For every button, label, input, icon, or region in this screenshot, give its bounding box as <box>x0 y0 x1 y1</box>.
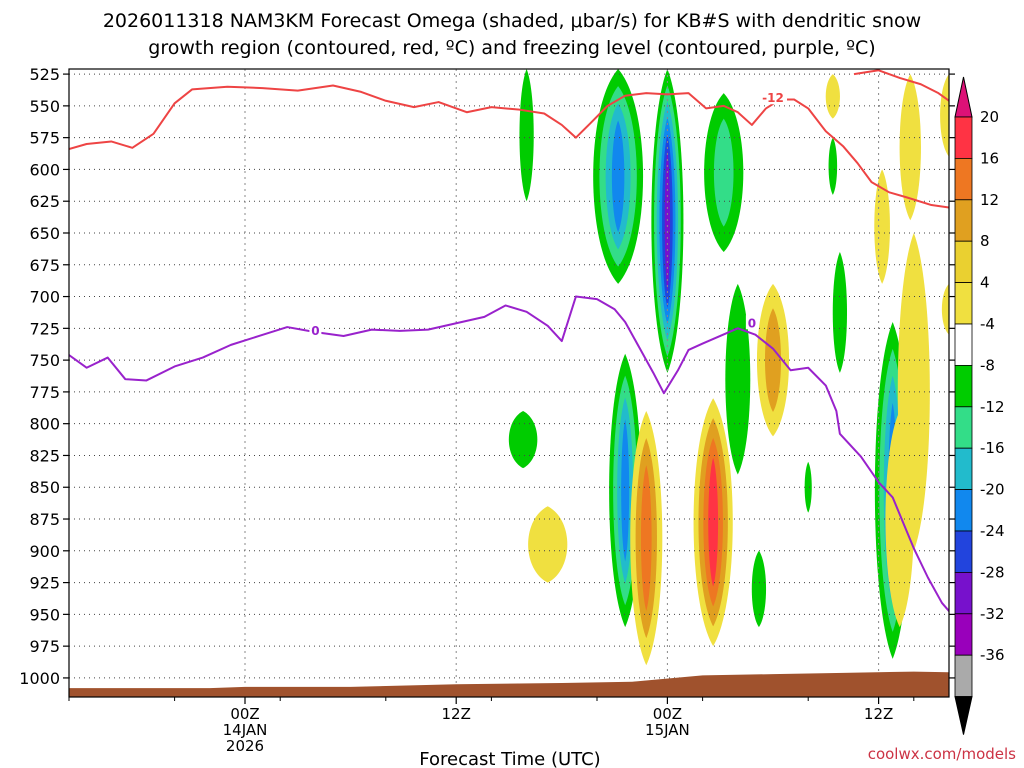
contour-label-0: -12 <box>762 91 784 105</box>
x-tick-label-12-1: 15JAN <box>645 721 690 739</box>
omega-shade-upward-19Z-upper-0 <box>519 69 534 202</box>
colorbar-level-8: -16 <box>980 439 1005 457</box>
omega-shade-upward-column-22Z-3 <box>611 120 625 233</box>
contour-dgz_minus18_upper <box>853 69 949 103</box>
x-tick-label-0-1: 14JAN <box>223 721 268 739</box>
site-credit: coolwx.com/models <box>868 745 1016 763</box>
colorbar-swatch-4 <box>954 282 973 325</box>
chart-title-line-1: 2026011318 NAM3KM Forecast Omega (shaded… <box>103 10 921 32</box>
y-tick-label-875: 875 <box>29 510 60 529</box>
contour-label-layer: -12-1800 <box>309 90 787 338</box>
colorbar-level-2: 12 <box>980 191 999 209</box>
y-tick-label-975: 975 <box>29 637 60 656</box>
colorbar-swatch-11 <box>954 572 973 615</box>
colorbar-top-arrow <box>954 76 973 118</box>
omega-shade-upward-low-22Z-3 <box>621 419 630 562</box>
colorbar-level-12: -32 <box>980 605 1005 623</box>
y-tick-label-1000: 1000 <box>19 669 60 688</box>
y-tick-label-675: 675 <box>29 256 60 275</box>
omega-shade-sink-col-16Z-0 <box>897 232 930 551</box>
x-tick-label-0-2: 2026 <box>226 737 264 755</box>
plot-frame <box>68 68 950 698</box>
y-tick-label-575: 575 <box>29 129 60 148</box>
colorbar-level-7: -12 <box>980 398 1005 416</box>
omega-shade-upward-05Z-upper-0 <box>828 137 838 195</box>
y-tick-label-525: 525 <box>29 65 60 84</box>
colorbar-level-13: -36 <box>980 646 1005 664</box>
colorbar-swatch-3 <box>954 240 973 283</box>
y-tick-label-725: 725 <box>29 319 60 338</box>
colorbar-swatch-5 <box>954 323 973 366</box>
omega-shade-sink-low-23Z-2 <box>640 465 652 611</box>
colorbar-swatch-1 <box>954 157 973 201</box>
y-tick-label-925: 925 <box>29 574 60 593</box>
y-tick-label-800: 800 <box>29 415 60 434</box>
omega-shade-sink-mid-02Z-1 <box>764 308 782 412</box>
contour-label-bg-2 <box>309 322 322 337</box>
omega-shade-upward-17Z-mid-0 <box>832 252 848 373</box>
omega-shade-sink-upper-16Z-0 <box>825 74 840 119</box>
colorbar-level-9: -20 <box>980 481 1005 499</box>
colorbar-swatch-10 <box>954 530 973 573</box>
colorbar-swatch-13 <box>954 654 973 698</box>
colorbar-swatch-6 <box>954 364 973 408</box>
colorbar-level-0: 20 <box>980 108 999 126</box>
chart-title-line-2: growth region (contoured, red, ºC) and f… <box>148 37 875 59</box>
omega-shade-upward-20Z-low-0 <box>508 410 538 469</box>
contour-label-2: 0 <box>311 324 319 338</box>
colorbar-swatch-8 <box>954 447 973 491</box>
colorbar-swatch-7 <box>954 406 973 449</box>
colorbar-swatch-12 <box>954 613 973 656</box>
omega-shade-sink-mid-20Z-0 <box>941 283 949 335</box>
y-axis-ticks: 525 550 575 600 625 650 675 700 725 750 775 800 825 8… <box>19 65 955 688</box>
y-tick-label-775: 775 <box>29 383 60 402</box>
omega-shade-upward-mid-14Z-1 <box>713 118 734 227</box>
y-tick-label-950: 950 <box>29 605 60 624</box>
colorbar-swatch-9 <box>954 489 973 532</box>
x-tick-label-6-0: 12Z <box>442 705 471 723</box>
contour-label-3: 0 <box>748 316 756 330</box>
y-tick-label-825: 825 <box>29 446 60 465</box>
y-tick-label-900: 900 <box>29 542 60 561</box>
y-tick-label-600: 600 <box>29 160 60 179</box>
x-axis-title: Forecast Time (UTC) <box>419 749 600 768</box>
omega-shade-upward-03Z-low-0 <box>751 550 767 628</box>
x-tick-label-12-0: 00Z <box>653 705 682 723</box>
colorbar-level-3: 8 <box>980 232 990 250</box>
y-tick-label-550: 550 <box>29 97 60 116</box>
omega-shade-sink-upper-18Z-0 <box>899 74 921 221</box>
omega-shade-sink-low-01Z-3 <box>708 457 719 587</box>
omega-shade-upward-04Z-low-0 <box>804 461 812 513</box>
y-tick-label-850: 850 <box>29 478 60 497</box>
colorbar-level-11: -28 <box>980 563 1005 581</box>
y-tick-label-750: 750 <box>29 351 60 370</box>
x-axis-ticks: 00Z14JAN202612Z00Z15JAN12Z00Z16JAN <box>68 697 915 755</box>
colorbar-swatch-0 <box>954 116 973 159</box>
colorbar-level-4: 4 <box>980 274 990 292</box>
colorbar-level-6: -8 <box>980 356 995 374</box>
y-tick-label-700: 700 <box>29 288 60 307</box>
terrain-layer <box>69 671 949 697</box>
x-tick-label-18-0: 12Z <box>864 705 893 723</box>
omega-shade-sink-low-19Z-0 <box>528 506 568 583</box>
omega-shade-upward-mid-14Z-b-0 <box>725 283 751 475</box>
colorbar-level-5: -4 <box>980 315 995 333</box>
terrain-fill <box>69 671 949 697</box>
y-tick-label-650: 650 <box>29 224 60 243</box>
colorbar-level-1: 16 <box>980 149 999 167</box>
colorbar: 20 16 12 8 4 -4 -8 -12 -16 -20 -24 -28 -32 -36 <box>954 76 1005 735</box>
y-tick-label-625: 625 <box>29 192 60 211</box>
contour-label-bg-3 <box>745 315 758 330</box>
colorbar-bottom-arrow <box>954 696 973 735</box>
omega-shade-sink-col-14Z-0 <box>874 169 890 284</box>
colorbar-swatch-2 <box>954 199 973 242</box>
x-tick-label-0-0: 00Z <box>230 705 259 723</box>
colorbar-level-10: -24 <box>980 522 1005 540</box>
omega-shading-layer <box>508 69 949 666</box>
contour-label-bg-0 <box>759 90 787 105</box>
grid-layer <box>69 69 949 697</box>
contour-freezing_level <box>69 295 949 613</box>
